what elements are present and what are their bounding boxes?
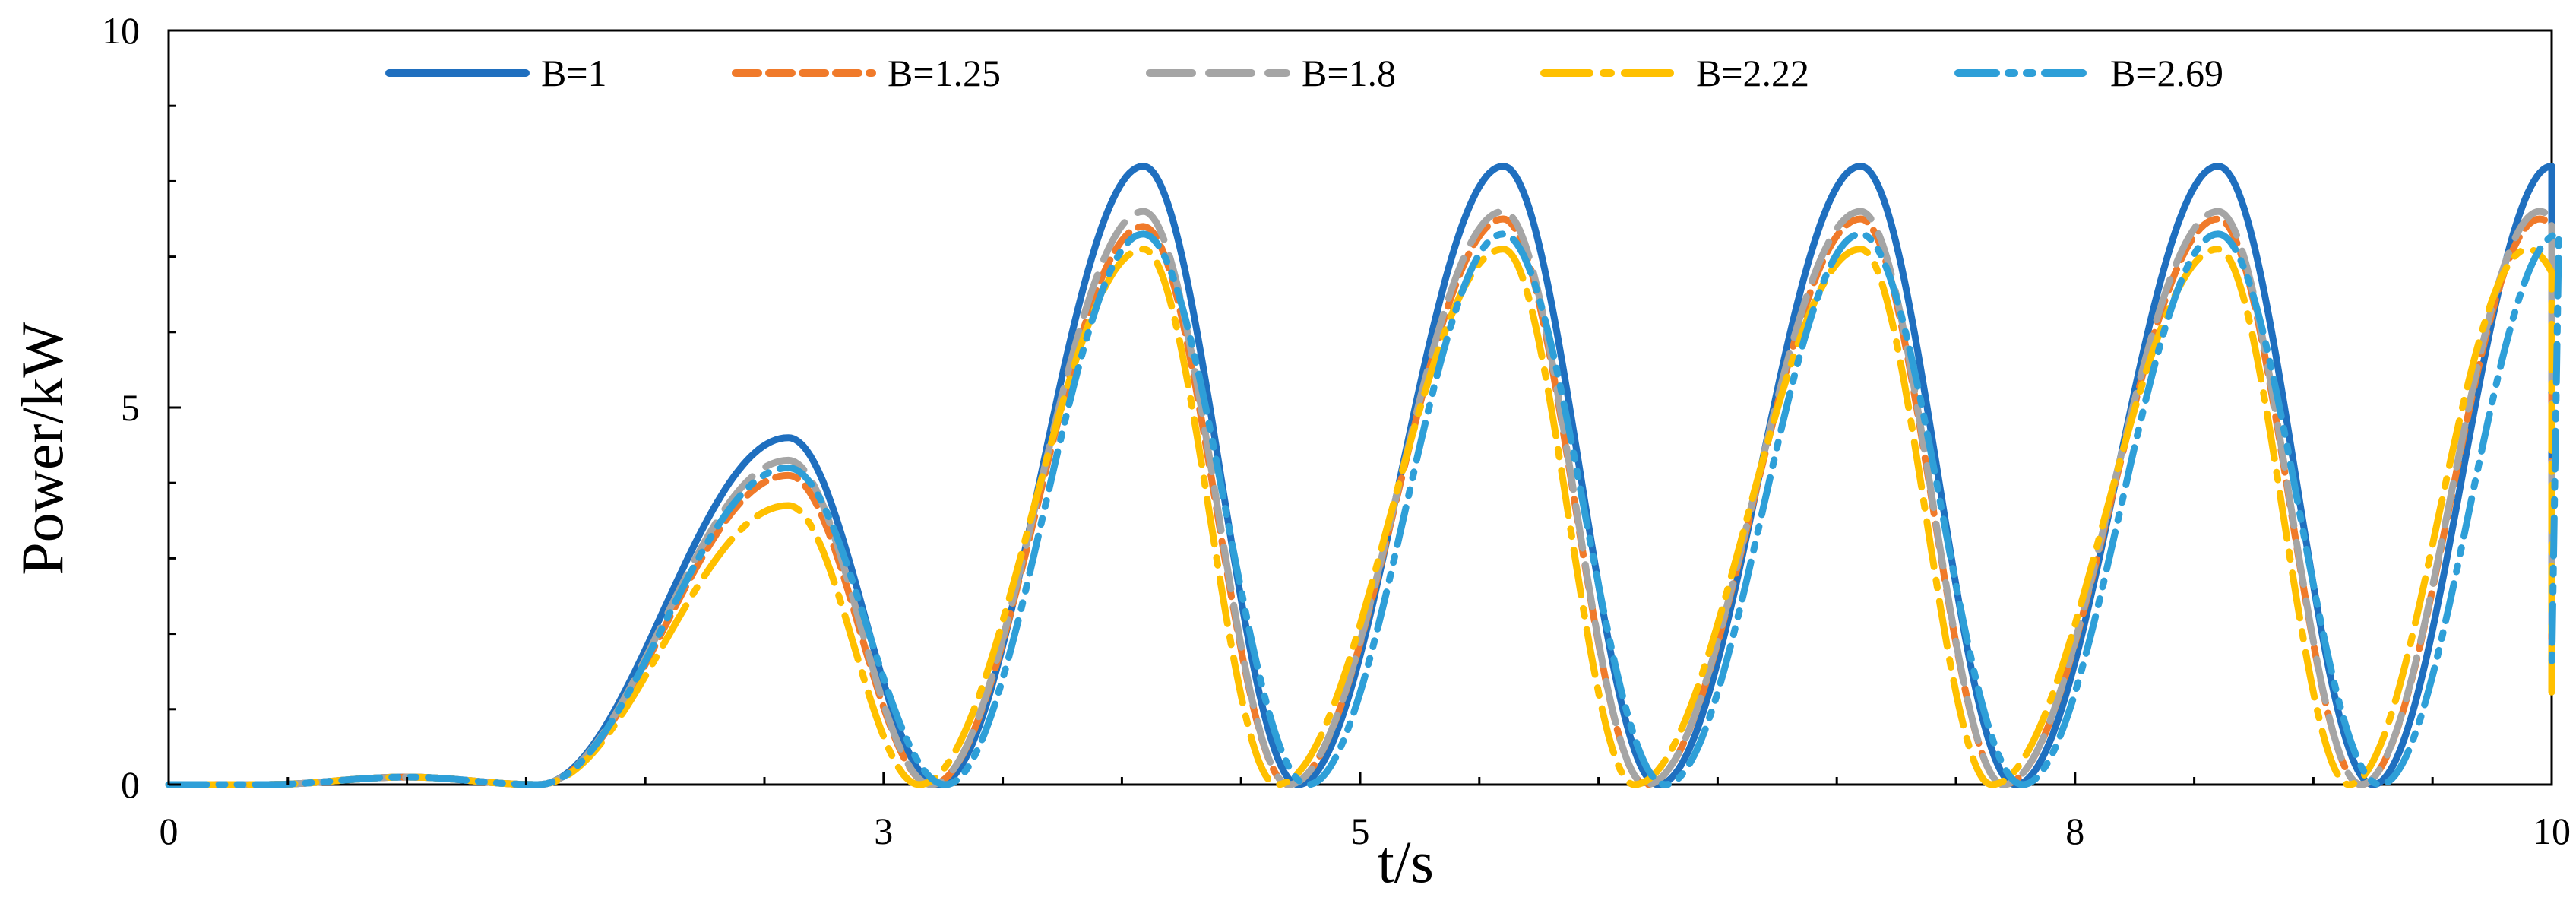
plot-frame-group xyxy=(167,29,2553,786)
y-axis-title: Power/kW xyxy=(9,322,75,576)
legend-label-2: B=1.25 xyxy=(888,52,1001,94)
y-tick-label: 0 xyxy=(121,763,140,806)
legend-label-5: B=2.69 xyxy=(2110,52,2223,94)
y-tick-label: 10 xyxy=(102,9,140,52)
x-tick-label: 10 xyxy=(2533,810,2571,852)
legend-label-3: B=1.8 xyxy=(1302,52,1396,94)
legend-label-4: B=2.22 xyxy=(1696,52,1809,94)
legend-label-1: B=1 xyxy=(541,52,607,94)
y-tick-label: 5 xyxy=(121,386,140,429)
x-axis-title: t/s xyxy=(1378,829,1434,895)
series-group xyxy=(165,163,2562,788)
legend: B=1 B=1.25 B=1.8 B=2.22 B=2.69 xyxy=(385,52,2223,94)
x-tick-label: 0 xyxy=(160,810,179,852)
axes-group: 0 5 10 0 3 5 8 10 xyxy=(102,9,2571,852)
x-tick-label: 5 xyxy=(1351,810,1370,852)
plot-frame xyxy=(167,29,2553,786)
series-line-4 xyxy=(165,246,2555,788)
x-tick-label: 3 xyxy=(874,810,893,852)
x-tick-label: 8 xyxy=(2065,810,2084,852)
series-line-5 xyxy=(165,230,2562,788)
